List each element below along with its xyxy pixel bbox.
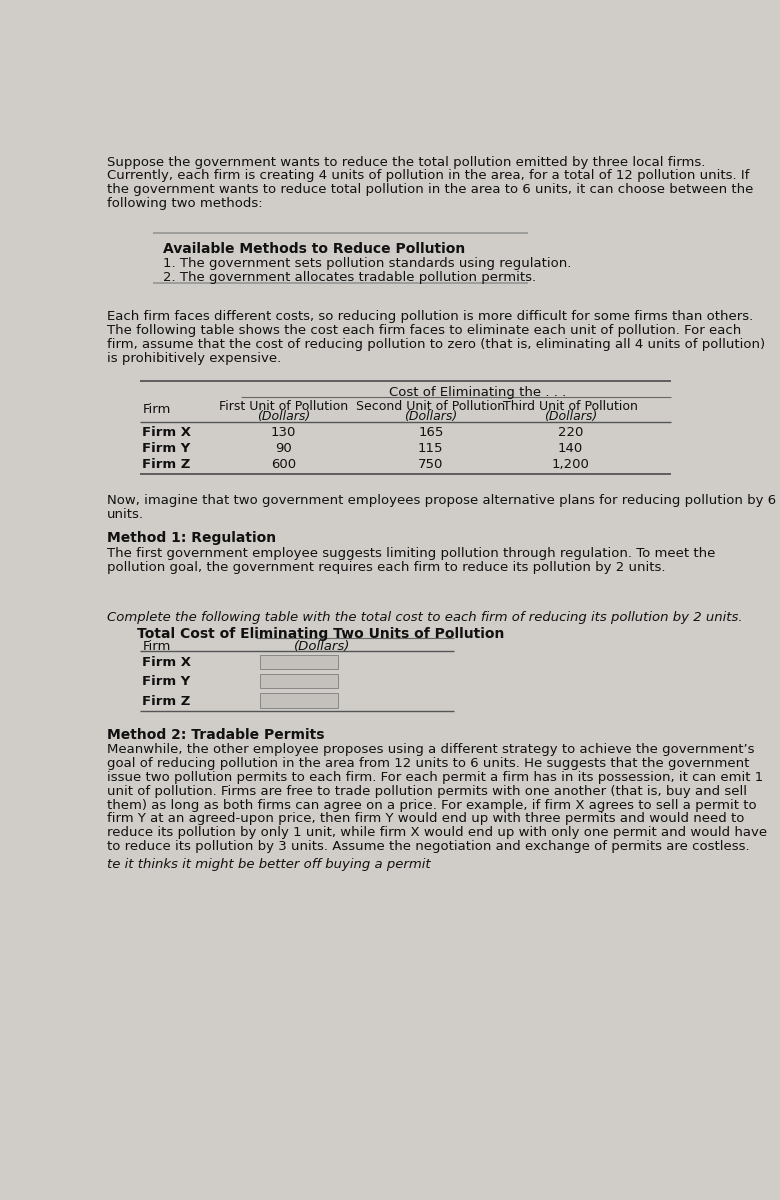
Text: firm Y at an agreed-upon price, then firm Y would end up with three permits and : firm Y at an agreed-upon price, then fir… xyxy=(107,812,744,826)
Text: Cost of Eliminating the . . .: Cost of Eliminating the . . . xyxy=(388,385,566,398)
Text: pollution goal, the government requires each firm to reduce its pollution by 2 u: pollution goal, the government requires … xyxy=(107,560,665,574)
Text: the government wants to reduce total pollution in the area to 6 units, it can ch: the government wants to reduce total pol… xyxy=(107,184,753,197)
Text: following two methods:: following two methods: xyxy=(107,197,262,210)
Text: 600: 600 xyxy=(271,458,296,472)
Text: 1. The government sets pollution standards using regulation.: 1. The government sets pollution standar… xyxy=(162,257,571,270)
Text: goal of reducing pollution in the area from 12 units to 6 units. He suggests tha: goal of reducing pollution in the area f… xyxy=(107,757,749,770)
Text: Suppose the government wants to reduce the total pollution emitted by three loca: Suppose the government wants to reduce t… xyxy=(107,156,705,168)
Text: 130: 130 xyxy=(271,426,296,439)
Text: 140: 140 xyxy=(558,442,583,455)
Text: (Dollars): (Dollars) xyxy=(544,410,597,424)
Text: Firm Y: Firm Y xyxy=(143,442,190,455)
Text: Method 2: Tradable Permits: Method 2: Tradable Permits xyxy=(107,727,324,742)
Text: Total Cost of Eliminating Two Units of Pollution: Total Cost of Eliminating Two Units of P… xyxy=(136,626,504,641)
Text: The first government employee suggests limiting pollution through regulation. To: The first government employee suggests l… xyxy=(107,547,715,559)
Text: The following table shows the cost each firm faces to eliminate each unit of pol: The following table shows the cost each … xyxy=(107,324,741,337)
Text: Firm Y: Firm Y xyxy=(143,676,190,689)
Text: (Dollars): (Dollars) xyxy=(257,410,310,424)
Text: to reduce its pollution by 3 units. Assume the negotiation and exchange of permi: to reduce its pollution by 3 units. Assu… xyxy=(107,840,750,853)
Text: 1,200: 1,200 xyxy=(551,458,589,472)
Text: 750: 750 xyxy=(418,458,444,472)
Text: Now, imagine that two government employees propose alternative plans for reducin: Now, imagine that two government employe… xyxy=(107,494,776,508)
Text: Third Unit of Pollution: Third Unit of Pollution xyxy=(503,400,638,413)
Text: issue two pollution permits to each firm. For each permit a firm has in its poss: issue two pollution permits to each firm… xyxy=(107,770,763,784)
Text: 165: 165 xyxy=(418,426,444,439)
Text: Firm X: Firm X xyxy=(143,426,191,439)
Text: (Dollars): (Dollars) xyxy=(404,410,457,424)
Text: Available Methods to Reduce Pollution: Available Methods to Reduce Pollution xyxy=(162,241,465,256)
Text: Method 1: Regulation: Method 1: Regulation xyxy=(107,532,276,545)
Text: 2. The government allocates tradable pollution permits.: 2. The government allocates tradable pol… xyxy=(162,271,536,284)
Text: reduce its pollution by only 1 unit, while firm X would end up with only one per: reduce its pollution by only 1 unit, whi… xyxy=(107,827,767,839)
Text: Firm Z: Firm Z xyxy=(143,695,191,708)
Text: 90: 90 xyxy=(275,442,292,455)
Text: Firm Z: Firm Z xyxy=(143,458,191,472)
Text: 220: 220 xyxy=(558,426,583,439)
Text: Firm X: Firm X xyxy=(143,656,191,670)
Text: Firm: Firm xyxy=(143,640,171,653)
Text: them) as long as both firms can agree on a price. For example, if firm X agrees : them) as long as both firms can agree on… xyxy=(107,798,757,811)
Text: Firm: Firm xyxy=(143,403,171,415)
Text: Second Unit of Pollution: Second Unit of Pollution xyxy=(356,400,505,413)
Text: is prohibitively expensive.: is prohibitively expensive. xyxy=(107,352,281,365)
FancyBboxPatch shape xyxy=(261,654,338,670)
Text: First Unit of Pollution: First Unit of Pollution xyxy=(219,400,348,413)
Text: (Dollars): (Dollars) xyxy=(294,640,350,653)
Text: te it thinks it might be better off buying a permit: te it thinks it might be better off buyi… xyxy=(107,858,431,871)
Text: unit of pollution. Firms are free to trade pollution permits with one another (t: unit of pollution. Firms are free to tra… xyxy=(107,785,746,798)
Text: 115: 115 xyxy=(418,442,444,455)
Text: units.: units. xyxy=(107,509,144,521)
Text: Meanwhile, the other employee proposes using a different strategy to achieve the: Meanwhile, the other employee proposes u… xyxy=(107,743,754,756)
Text: Each firm faces different costs, so reducing pollution is more difficult for som: Each firm faces different costs, so redu… xyxy=(107,311,753,323)
Text: firm, assume that the cost of reducing pollution to zero (that is, eliminating a: firm, assume that the cost of reducing p… xyxy=(107,338,765,352)
Text: Complete the following table with the total cost to each firm of reducing its po: Complete the following table with the to… xyxy=(107,611,743,624)
FancyBboxPatch shape xyxy=(261,673,338,689)
Text: Currently, each firm is creating 4 units of pollution in the area, for a total o: Currently, each firm is creating 4 units… xyxy=(107,169,749,182)
FancyBboxPatch shape xyxy=(261,694,338,708)
